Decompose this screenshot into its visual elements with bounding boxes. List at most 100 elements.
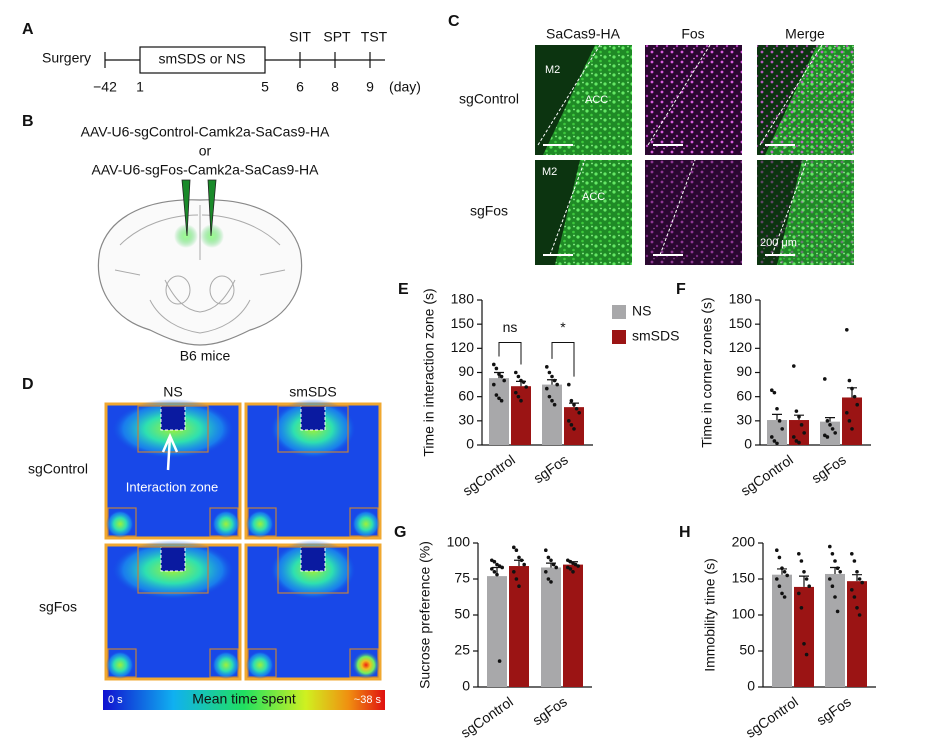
data-point: [499, 374, 504, 379]
region-label: M2: [545, 64, 560, 76]
test: SPT: [323, 29, 351, 45]
y-tick-label: 150: [732, 570, 756, 586]
data-point: [780, 427, 784, 431]
interaction-zone: [277, 405, 349, 453]
data-point: [517, 584, 521, 588]
bar: [767, 420, 787, 445]
data-point: [519, 398, 523, 403]
y-tick-label: 150: [729, 315, 753, 331]
fos-signal: [757, 45, 854, 155]
bar: [564, 407, 584, 445]
timeline-start: Surgery: [42, 50, 91, 66]
object-zone: [300, 405, 326, 431]
x-tick-label: sgControl: [743, 693, 801, 739]
data-point: [514, 577, 519, 581]
data-point: [777, 419, 782, 423]
data-point: [516, 394, 521, 399]
data-point: [855, 402, 859, 407]
data-point: [499, 398, 504, 403]
data-point: [551, 562, 556, 567]
panel-b: B AAV-U6-sgControl-Camk2a-SaCas9-HA or A…: [22, 113, 330, 363]
data-point: [772, 390, 777, 395]
y-axis-label: Immobility time (s): [702, 558, 718, 672]
data-point: [544, 548, 548, 552]
acc-signal: [543, 45, 632, 155]
data-point: [797, 591, 801, 596]
data-point: [495, 572, 499, 577]
data-point: [545, 386, 549, 391]
x-tick-label: sgControl: [460, 451, 518, 498]
y-tick-label: 30: [458, 412, 474, 428]
data-point: [799, 559, 804, 563]
data-point: [855, 570, 859, 574]
data-point: [802, 570, 806, 574]
data-point: [550, 374, 554, 379]
error-bar: [799, 575, 809, 587]
brain-structure: [209, 275, 235, 305]
data-point: [494, 393, 499, 397]
data-point: [492, 362, 496, 367]
x-tick-label: sgFos: [530, 451, 570, 486]
data-point: [772, 439, 777, 443]
test: SIT: [289, 29, 311, 45]
bar: [847, 581, 867, 687]
y-tick-label: 0: [747, 678, 755, 694]
data-point: [825, 419, 830, 423]
data-point: [554, 565, 558, 570]
data-point: [521, 380, 526, 384]
day: −42: [93, 79, 117, 95]
brain-outline: [97, 199, 303, 346]
data-point: [794, 409, 799, 413]
y-tick-label: 0: [466, 436, 474, 452]
significance-label: *: [560, 319, 566, 335]
column-header: Fos: [681, 26, 704, 42]
data-point: [775, 577, 779, 581]
data-point: [519, 378, 523, 383]
data-point: [770, 435, 774, 439]
data-point: [572, 427, 576, 431]
brain-structure: [165, 275, 191, 305]
legend-swatch: [612, 305, 626, 319]
y-tick-label: 30: [736, 412, 752, 428]
error-bar: [825, 417, 835, 422]
data-point: [549, 558, 553, 563]
data-point: [828, 577, 832, 581]
fos-signal: [757, 160, 854, 265]
colorbar-max: ~38 s: [354, 694, 382, 706]
legend-swatch: [612, 330, 626, 344]
data-point: [830, 427, 835, 431]
data-point: [794, 439, 799, 443]
day-unit: (day): [389, 79, 421, 95]
scale-bar-label: 200 μm: [760, 237, 797, 249]
heat-blob: [106, 510, 134, 538]
data-point: [572, 402, 576, 407]
data-point: [799, 423, 804, 427]
data-point: [855, 606, 859, 610]
panel-label: E: [398, 281, 409, 298]
y-tick-label: 90: [458, 363, 474, 379]
row-label: sgFos: [39, 599, 77, 615]
data-point: [567, 419, 571, 423]
data-point: [546, 577, 551, 581]
data-point: [512, 570, 516, 574]
treatment-box: [139, 46, 266, 74]
day: 1: [136, 79, 144, 95]
heat-blob: [352, 651, 380, 679]
column-header: smSDS: [289, 384, 336, 400]
x-tick-label: sgFos: [808, 451, 848, 486]
data-point: [569, 423, 574, 427]
data-point: [823, 377, 827, 381]
data-point: [544, 570, 548, 574]
data-point: [828, 544, 832, 549]
heat-blob: [212, 510, 240, 538]
data-point: [799, 606, 804, 610]
y-tick-label: 60: [458, 387, 474, 403]
error-bar: [852, 574, 862, 582]
heat-blob: [246, 651, 274, 679]
data-point: [516, 374, 521, 379]
data-point: [577, 410, 581, 415]
bar: [489, 378, 509, 445]
data-point: [833, 595, 837, 599]
bar: [487, 576, 507, 687]
data-point: [782, 595, 787, 599]
